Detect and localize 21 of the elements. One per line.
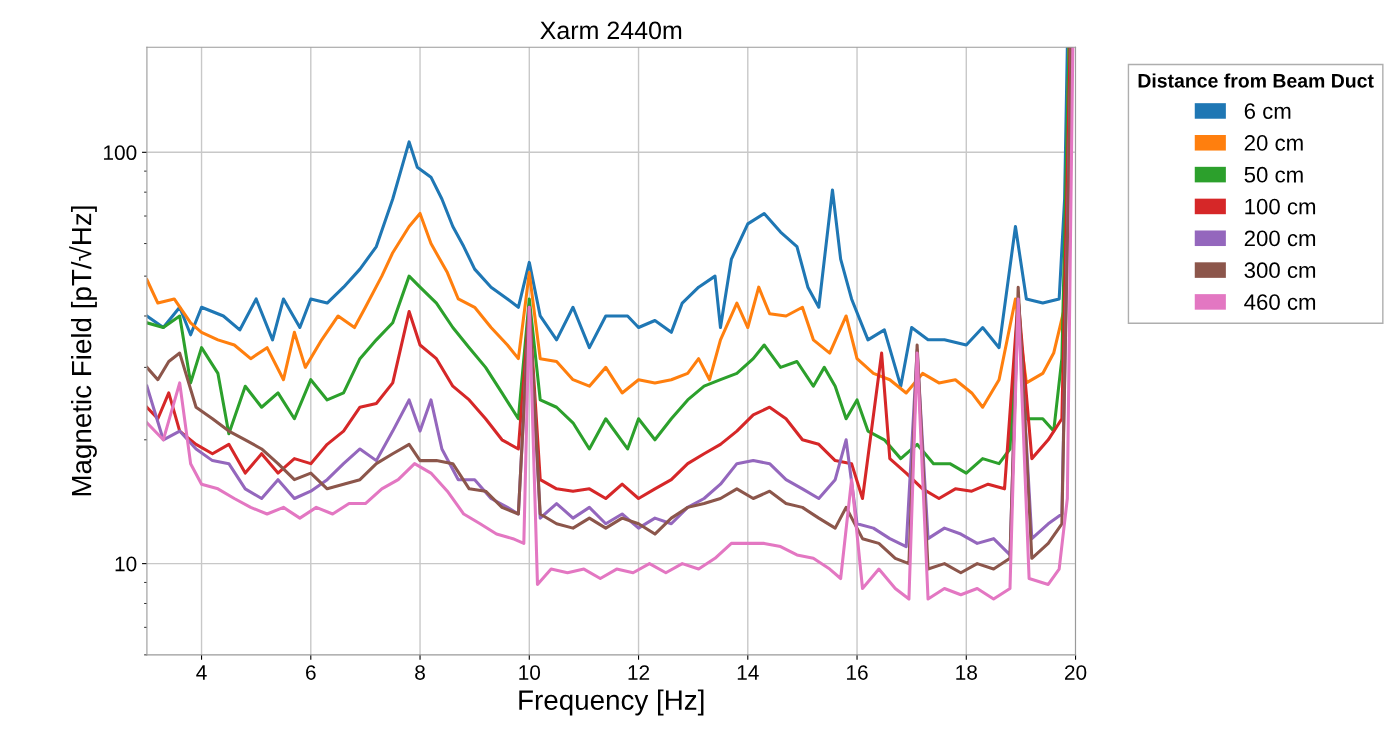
x-tick-label: 6 (306, 665, 316, 680)
x-tick-label: 8 (415, 665, 425, 680)
legend-label: 50 cm (1244, 166, 1303, 183)
x-axis-title: Frequency [Hz] (519, 689, 704, 716)
legend-label: 300 cm (1244, 262, 1316, 279)
x-tick-label: 10 (519, 665, 541, 680)
x-tick-label: 20 (1065, 665, 1087, 680)
legend-label: 460 cm (1244, 294, 1316, 310)
legend-title: Distance from Beam Duct (1138, 73, 1374, 88)
legend-label: 20 cm (1244, 135, 1303, 151)
legend-label: 6 cm (1244, 103, 1291, 119)
x-tick-label: 12 (628, 665, 650, 680)
chart-title: Xarm 2440m (540, 21, 682, 40)
legend-label: 200 cm (1244, 230, 1316, 247)
legend-label: 100 cm (1245, 198, 1316, 215)
x-tick-label: 18 (956, 665, 977, 680)
x-tick-label: 14 (737, 665, 759, 680)
x-tick-label: 16 (847, 665, 868, 680)
y-axis-title: Magnetic Field [pT/√Hz] (69, 206, 97, 496)
y-tick-label: 100 (104, 145, 137, 161)
x-tick-label: 4 (196, 665, 207, 680)
